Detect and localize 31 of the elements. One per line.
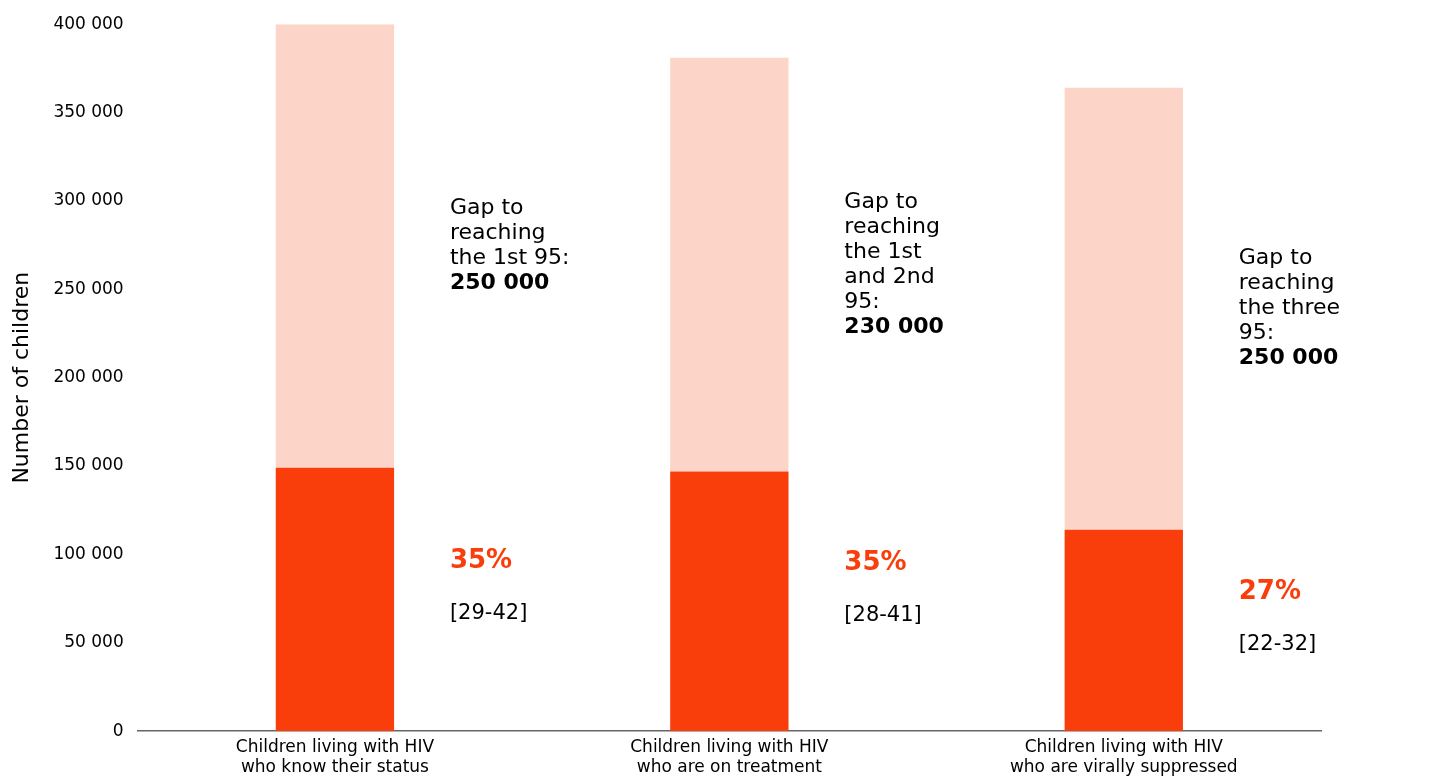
bar [1064,529,1183,732]
bar [275,467,395,732]
y-tick-label: 0 [112,719,124,740]
annotation: [22-32] [1238,630,1317,655]
y-tick-label: 100 000 [53,542,124,563]
y-axis-title: Number of children [7,271,33,484]
bar [275,24,395,468]
annotation: Gap to reaching the three 95: [1238,244,1341,345]
annotation: 230 000 [844,312,944,338]
y-tick-label: 150 000 [53,454,124,475]
x-tick-label: Children living with HIV who are on treatment [630,735,829,777]
y-tick-label: 50 000 [64,631,124,652]
y-tick-label: 350 000 [53,101,124,121]
annotation: Gap to reaching the 1st and 2nd 95: [844,187,940,313]
annotation: Gap to reaching the 1st 95: [449,194,570,270]
annotation: 250 000 [1238,344,1339,370]
bar [670,471,789,732]
annotation: 35% [449,544,513,575]
annotation: [28-41] [844,601,922,626]
x-tick-label: Children living with HIV who know their status [235,735,435,777]
y-tick-label: 400 000 [53,12,124,33]
bar [670,57,789,472]
annotation: 250 000 [449,269,550,295]
y-tick-label: 250 000 [53,277,124,298]
y-tick-label: 200 000 [53,366,124,387]
y-tick-label: 300 000 [53,189,124,210]
annotation: 35% [844,546,907,577]
x-tick-label: Children living with HIV who are virally suppressed [1009,735,1238,777]
annotation: [29-42] [449,599,528,624]
annotation: 27% [1238,575,1302,606]
bar [1064,87,1183,530]
